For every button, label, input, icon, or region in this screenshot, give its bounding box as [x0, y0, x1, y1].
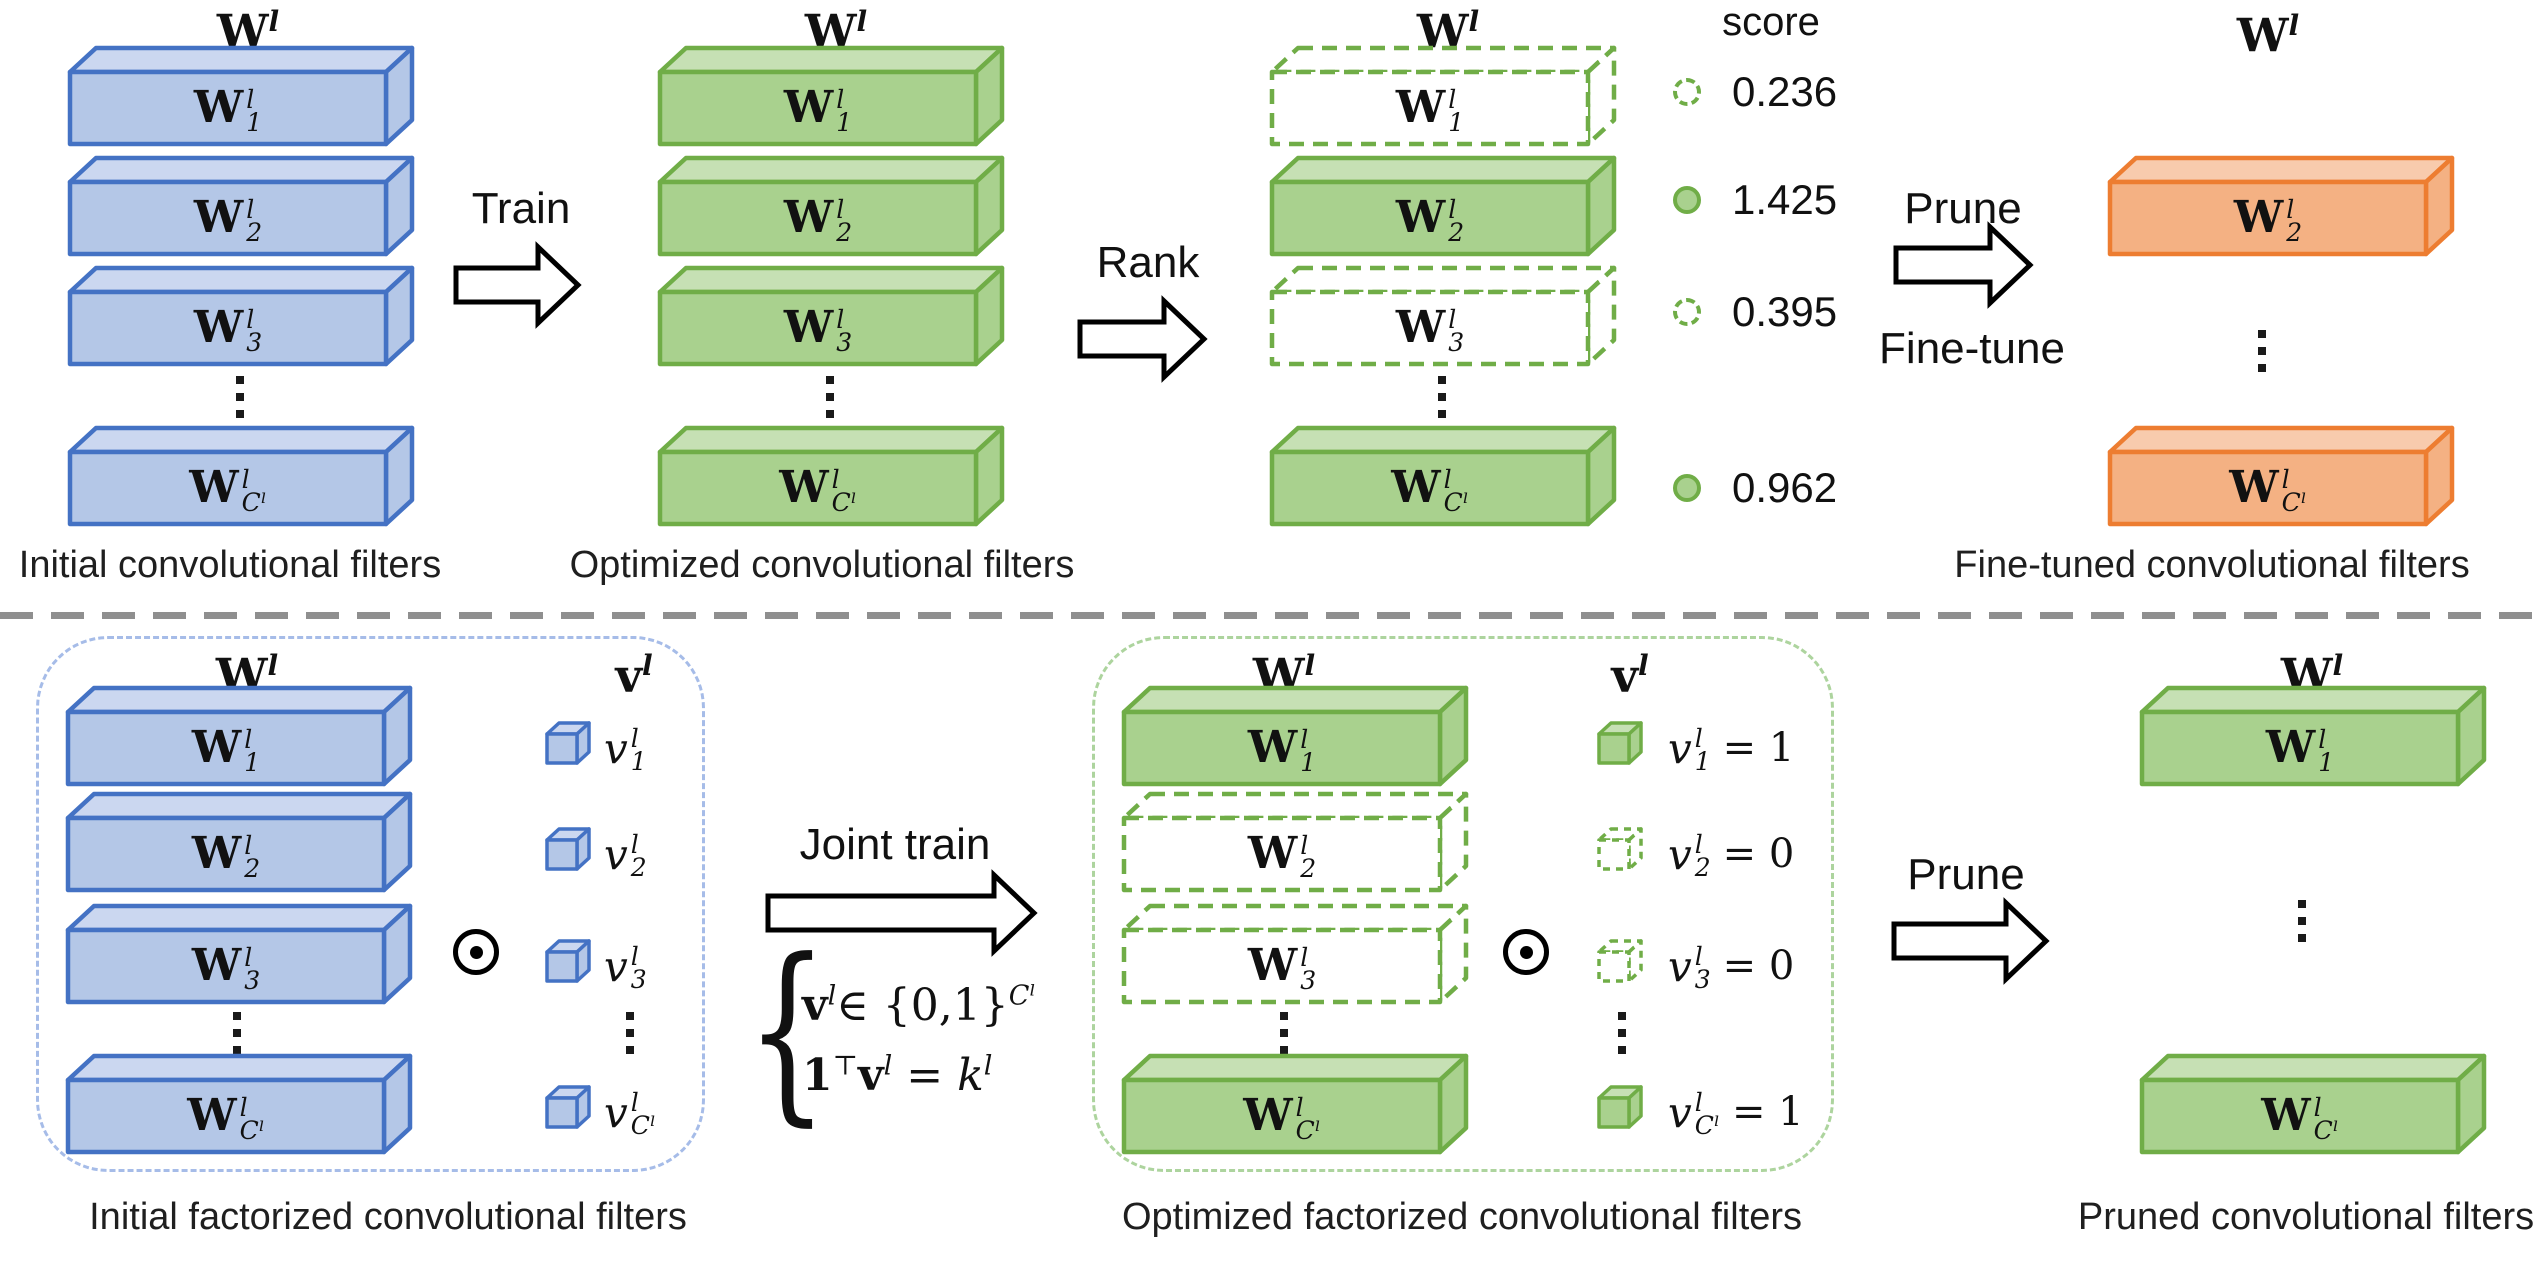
vertical-ellipsis — [236, 376, 244, 418]
weights-header: Wl — [216, 4, 280, 59]
vertical-ellipsis — [626, 1012, 634, 1054]
score-marker-dashed — [1673, 78, 1701, 106]
gate-vector-header: vl — [1611, 648, 1649, 703]
caption-pruned-filters: Pruned convolutional filters — [2077, 1196, 2535, 1238]
gate-label: v l 2 = 0 — [1668, 829, 1795, 882]
vertical-ellipsis — [826, 376, 834, 418]
gate-label: v l Cˡ = 1 — [1668, 1087, 1804, 1140]
vertical-ellipsis — [1618, 1012, 1626, 1054]
score-header: score — [1722, 0, 1820, 44]
arrow-right-icon — [453, 241, 582, 329]
gate-cube — [544, 826, 592, 872]
score-marker-dashed — [1673, 298, 1701, 326]
joint-train-label: Joint train — [799, 820, 991, 869]
weights-header: Wl — [1416, 4, 1480, 59]
score-value: 0.236 — [1732, 68, 1838, 115]
arrow-right-icon — [765, 869, 1038, 957]
vertical-ellipsis — [1438, 376, 1446, 418]
gate-cube — [1596, 1084, 1644, 1130]
constraint-domain: vl∈ {0,1}Cˡ — [802, 980, 1036, 1031]
caption-finetuned-filters: Fine-tuned convolutional filters — [1954, 544, 2470, 586]
constraint-brace: { — [746, 917, 829, 1143]
train-label: Train — [471, 184, 571, 233]
section-divider — [0, 612, 2541, 619]
gate-cube-pruned — [1596, 826, 1644, 872]
prune-label: Prune — [1907, 850, 2025, 899]
constraint-cardinality: 1⊤vl = kl — [802, 1050, 993, 1101]
arrow-right-icon — [1077, 295, 1208, 383]
arrow-right-icon — [1893, 221, 2034, 309]
gate-label: v l 3 = 0 — [1668, 941, 1795, 994]
gate-label: v l Cˡ — [604, 1087, 656, 1140]
group-outline-optimized — [1092, 636, 1834, 1172]
score-value: 1.425 — [1732, 176, 1838, 223]
gate-label: v l 1 = 1 — [1668, 723, 1795, 776]
score-value: 0.395 — [1732, 288, 1838, 335]
gate-cube — [544, 938, 592, 984]
vertical-ellipsis — [1280, 1012, 1288, 1054]
fine-tune-label: Fine-tune — [1879, 324, 2065, 373]
gate-cube — [1596, 720, 1644, 766]
caption-optimized-factorized: Optimized factorized convolutional filte… — [1121, 1196, 1803, 1238]
score-marker-solid — [1673, 474, 1701, 502]
gate-cube — [544, 720, 592, 766]
caption-initial-filters: Initial convolutional filters — [18, 544, 442, 586]
vertical-ellipsis — [2298, 900, 2306, 942]
weights-header: Wl — [804, 4, 868, 59]
caption-initial-factorized: Initial factorized convolutional filters — [89, 1196, 687, 1238]
gate-vector-header: vl — [615, 648, 653, 703]
score-value: 0.962 — [1732, 464, 1838, 511]
score-marker-solid — [1673, 186, 1701, 214]
gate-cube-pruned — [1596, 938, 1644, 984]
prune-label: Prune — [1904, 184, 2022, 233]
arrow-right-icon — [1891, 897, 2050, 985]
caption-optimized-filters: Optimized convolutional filters — [569, 544, 1075, 586]
rank-label: Rank — [1096, 238, 1200, 287]
vertical-ellipsis — [233, 1012, 241, 1054]
vertical-ellipsis — [2258, 330, 2266, 372]
group-outline-initial — [36, 636, 705, 1172]
hadamard-product-icon — [1503, 929, 1549, 975]
hadamard-product-icon — [453, 929, 499, 975]
weights-header: Wl — [2236, 8, 2300, 63]
gate-cube — [544, 1084, 592, 1130]
